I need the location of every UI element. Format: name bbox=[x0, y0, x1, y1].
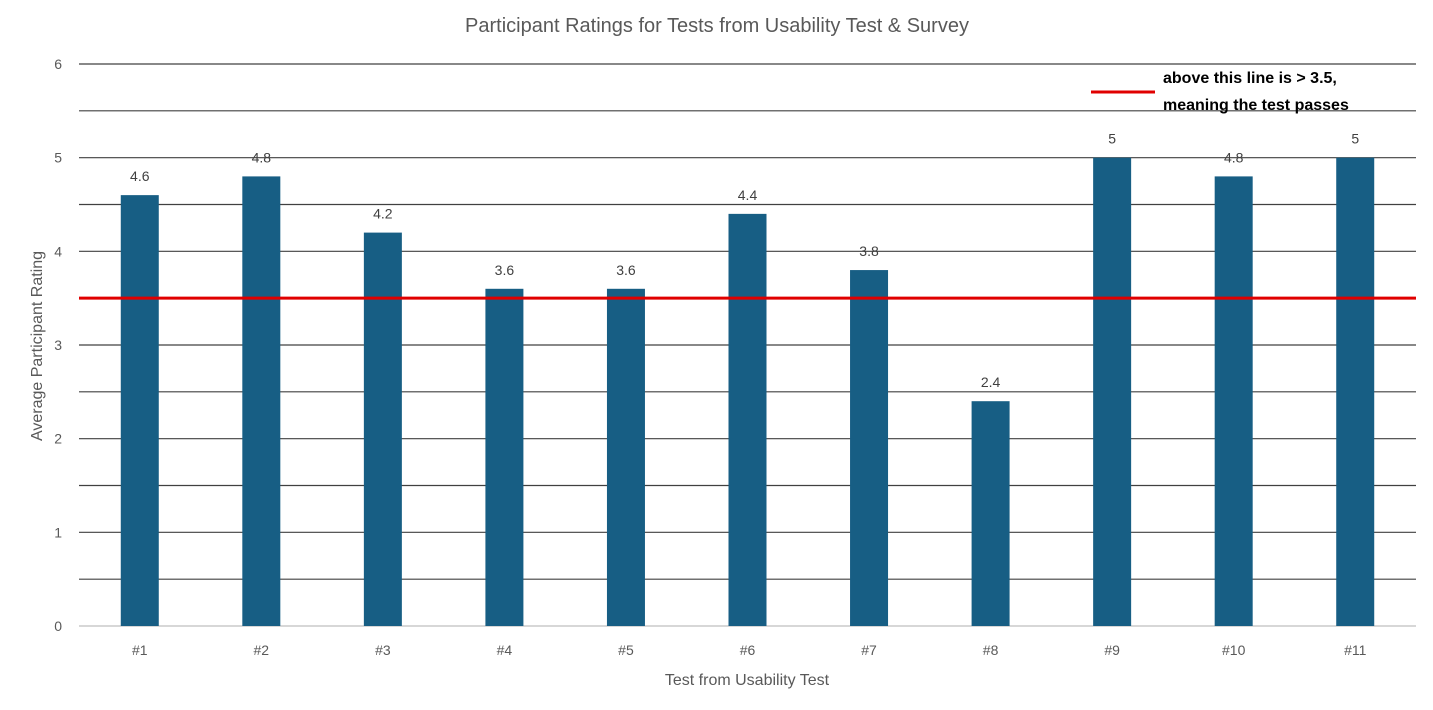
bar bbox=[728, 213, 767, 626]
bar bbox=[1214, 176, 1253, 626]
y-axis-title: Average Participant Rating bbox=[29, 251, 46, 441]
data-label: 4.8 bbox=[252, 149, 272, 165]
bar bbox=[242, 176, 281, 626]
bar bbox=[363, 232, 402, 626]
x-axis-ticks: #1 #2 #3 #4 #5 #6 #7 #8 #9 #10 #11 bbox=[132, 642, 1367, 658]
y-tick-label: 0 bbox=[54, 618, 62, 634]
y-tick-label: 4 bbox=[54, 243, 62, 259]
x-tick-label: #6 bbox=[740, 642, 756, 658]
data-label: 4.8 bbox=[1224, 149, 1244, 165]
y-tick-label: 3 bbox=[54, 337, 62, 353]
x-tick-label: #1 bbox=[132, 642, 148, 658]
y-tick-label: 5 bbox=[54, 150, 62, 166]
x-tick-label: #3 bbox=[375, 642, 391, 658]
bars bbox=[120, 157, 1375, 626]
legend-text-line-1: above this line is > 3.5, bbox=[1163, 70, 1337, 87]
x-tick-label: #8 bbox=[983, 642, 999, 658]
x-tick-label: #4 bbox=[497, 642, 513, 658]
data-labels: 4.6 4.8 4.2 3.6 3.6 4.4 3.8 2.4 5 4.8 5 bbox=[130, 131, 1359, 391]
bar bbox=[606, 288, 645, 626]
bar bbox=[971, 401, 1010, 626]
data-label: 4.2 bbox=[373, 206, 393, 222]
data-label: 3.8 bbox=[859, 243, 879, 259]
y-tick-label: 1 bbox=[54, 524, 62, 540]
data-label: 4.6 bbox=[130, 168, 150, 184]
data-label: 5 bbox=[1108, 131, 1116, 147]
data-label: 3.6 bbox=[616, 262, 636, 278]
bar bbox=[1336, 157, 1375, 626]
x-tick-label: #5 bbox=[618, 642, 634, 658]
x-tick-label: #2 bbox=[254, 642, 270, 658]
threshold-legend: above this line is > 3.5, meaning the te… bbox=[1091, 70, 1349, 114]
data-label: 5 bbox=[1351, 131, 1359, 147]
data-label: 2.4 bbox=[981, 374, 1001, 390]
bar bbox=[850, 270, 889, 626]
data-label: 3.6 bbox=[495, 262, 515, 278]
y-tick-label: 2 bbox=[54, 431, 62, 447]
x-axis-title: Test from Usability Test bbox=[665, 672, 830, 689]
y-tick-label: 6 bbox=[54, 56, 62, 72]
x-tick-label: #10 bbox=[1222, 642, 1246, 658]
legend-text-line-2: meaning the test passes bbox=[1163, 97, 1349, 114]
x-tick-label: #11 bbox=[1344, 642, 1367, 658]
y-axis-ticks: 0 1 2 3 4 5 6 bbox=[54, 56, 62, 634]
chart-title: Participant Ratings for Tests from Usabi… bbox=[465, 15, 969, 37]
bar bbox=[1093, 157, 1132, 626]
bar bbox=[120, 195, 159, 626]
bar bbox=[485, 288, 524, 626]
x-tick-label: #7 bbox=[861, 642, 877, 658]
x-tick-label: #9 bbox=[1104, 642, 1120, 658]
data-label: 4.4 bbox=[738, 187, 758, 203]
